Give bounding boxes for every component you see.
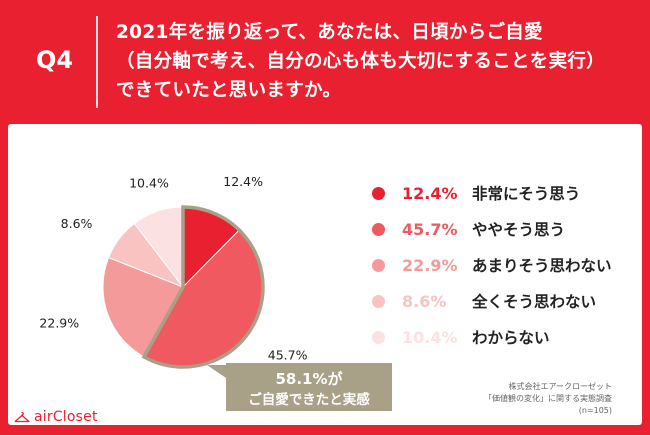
header-banner: Q4 2021年を振り返って、あなたは、日頃からご自愛 （自分軸で考え、自分の心… xyxy=(0,0,650,122)
pie-value-label-5: 10.4% xyxy=(129,176,169,191)
brand-name: airCloset xyxy=(34,409,98,425)
legend-item-3: 22.9% あまりそう思わない xyxy=(372,254,612,276)
pie-value-label-3: 22.9% xyxy=(39,316,79,331)
legend-label-1: 非常にそう思う xyxy=(472,185,581,203)
legend-item-2: 45.7% ややそう思う xyxy=(372,218,565,240)
pie-slice-3 xyxy=(102,256,184,358)
legend-value-2: 45.7% xyxy=(402,219,458,239)
source-line-1: 株式会社エアークローゼット xyxy=(508,382,612,391)
question-line-1: 2021年を振り返って、あなたは、日頃からご自愛 xyxy=(116,22,543,43)
source-line-3: (n=105) xyxy=(578,406,612,415)
source-line-2: 「価値観の変化」に関する実態調査 xyxy=(484,394,612,403)
pie-value-label-4: 8.6% xyxy=(61,216,93,231)
question-line-2: （自分軸で考え、自分の心も体も大切にすることを実行） xyxy=(116,51,605,72)
pie-value-label-2: 45.7% xyxy=(268,348,308,363)
legend-item-1: 12.4% 非常にそう思う xyxy=(372,182,580,204)
header-divider xyxy=(96,16,98,108)
legend-label-2: ややそう思う xyxy=(472,221,566,239)
legend-label-5: わからない xyxy=(472,329,550,347)
question-text: 2021年を振り返って、あなたは、日頃からご自愛 （自分軸で考え、自分の心も体も… xyxy=(116,18,636,105)
legend-value-5: 10.4% xyxy=(402,327,458,347)
legend-label-4: 全くそう思わない xyxy=(472,293,597,311)
highlight-callout: 58.1%が ご自愛できたと実感 xyxy=(226,363,392,411)
highlight-outline xyxy=(141,205,265,369)
legend-value-4: 8.6% xyxy=(402,291,447,311)
legend-dot-3 xyxy=(372,258,385,272)
brand-logo: airCloset xyxy=(14,409,98,425)
question-line-3: できていたと思いますか。 xyxy=(116,80,342,101)
legend-item-5: 10.4% わからない xyxy=(372,326,550,348)
legend-value-1: 12.4% xyxy=(402,183,458,203)
hanger-icon xyxy=(14,411,30,422)
callout-percentage: 58.1%が xyxy=(275,370,343,388)
legend-dot-4 xyxy=(372,294,385,308)
source-note: 株式会社エアークローゼット 「価値観の変化」に関する実態調査 (n=105) xyxy=(484,381,612,417)
question-number: Q4 xyxy=(36,46,74,74)
legend-value-3: 22.9% xyxy=(402,255,458,275)
pie-value-label-1: 12.4% xyxy=(223,174,263,189)
legend-dot-5 xyxy=(372,330,385,344)
callout-caption: ご自愛できたと実感 xyxy=(248,392,370,408)
legend-item-4: 8.6% 全くそう思わない xyxy=(372,290,596,312)
legend-dot-1 xyxy=(372,186,385,200)
legend-dot-2 xyxy=(372,222,385,236)
legend-label-3: あまりそう思わない xyxy=(472,257,612,275)
